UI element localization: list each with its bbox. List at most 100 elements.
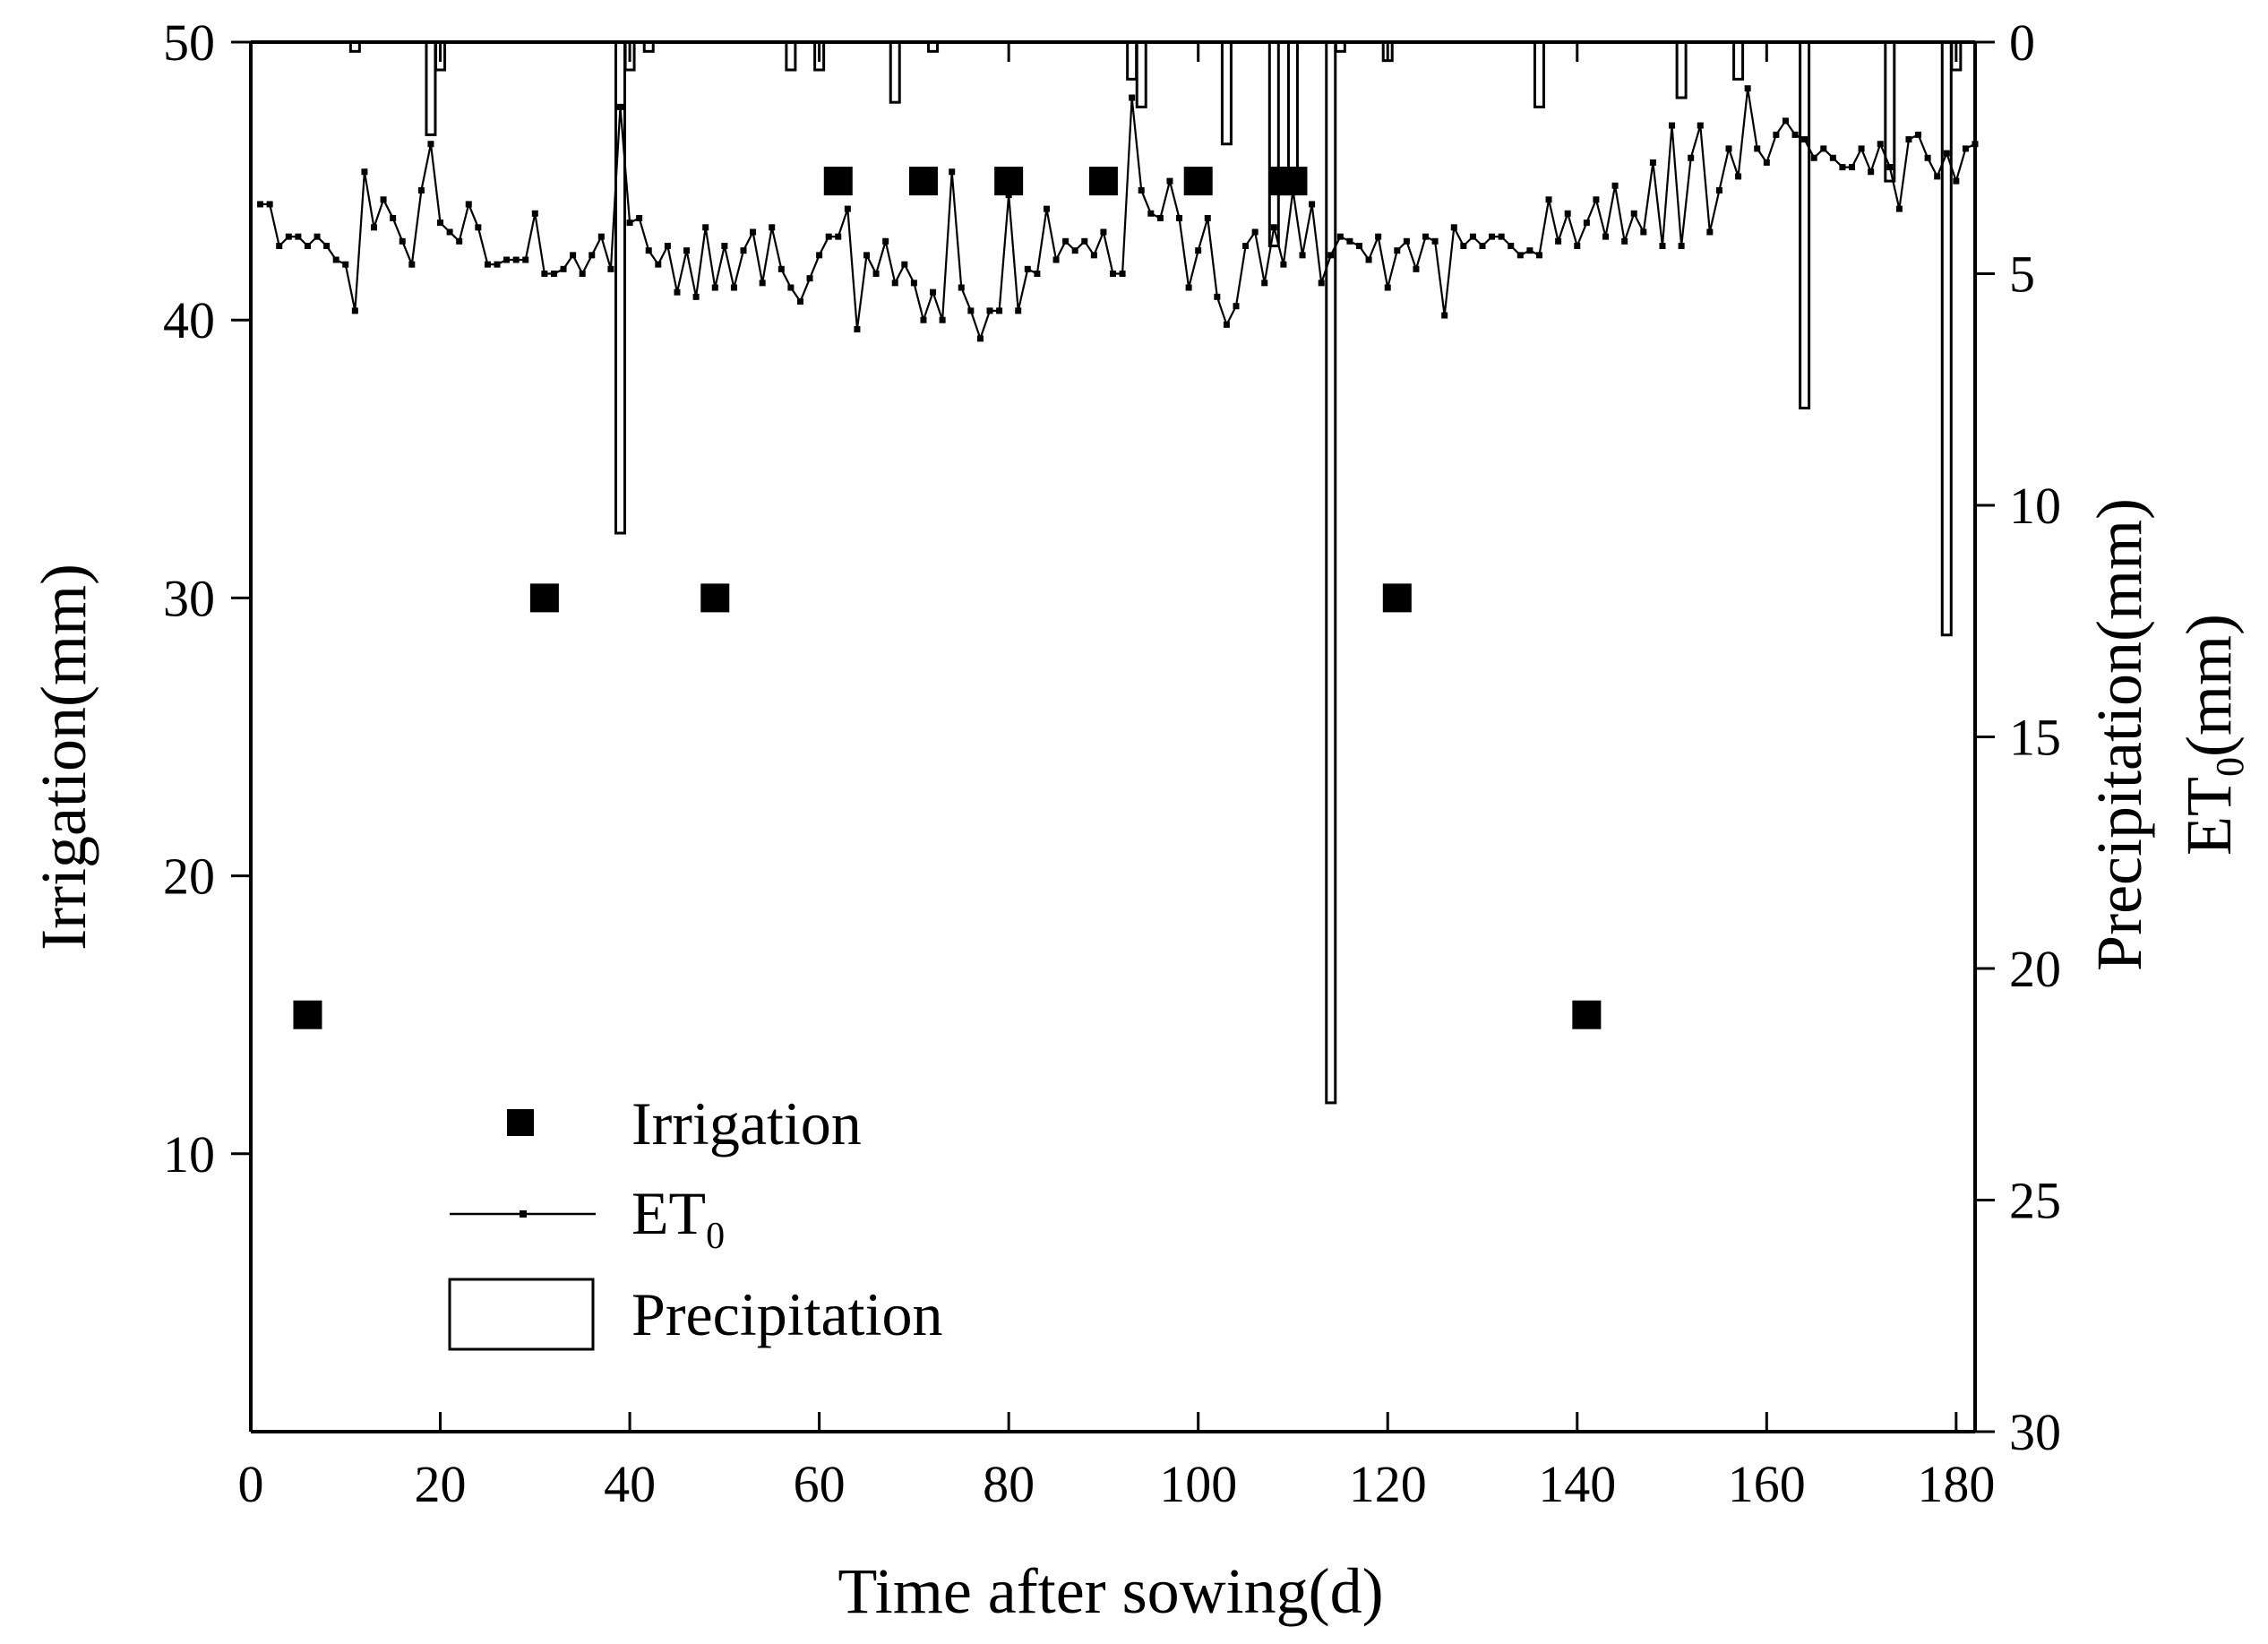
et0-point <box>342 261 349 268</box>
left-tick-label: 50 <box>163 13 215 72</box>
et0-point <box>958 284 965 291</box>
et0-point <box>588 252 596 259</box>
et0-series <box>257 85 1979 342</box>
et0-point <box>1706 228 1714 236</box>
precipitation-bar <box>785 40 797 72</box>
et0-point <box>1725 145 1732 152</box>
et0-point <box>494 261 501 268</box>
et0-point <box>1688 154 1695 161</box>
et0-point <box>1261 280 1268 287</box>
et0-point <box>1489 233 1496 240</box>
et0-point <box>1469 233 1476 240</box>
et0-point <box>1782 117 1789 125</box>
et0-point <box>1090 252 1097 259</box>
et0-point <box>702 224 709 231</box>
et0-point <box>626 219 633 227</box>
et0-point <box>1024 265 1031 272</box>
et0-point <box>872 271 880 277</box>
et0-point <box>295 233 302 240</box>
et0-point <box>1810 154 1817 161</box>
et0-point <box>1630 210 1637 217</box>
et0-point <box>475 224 482 231</box>
et0-point <box>1868 168 1875 176</box>
et0-point <box>740 247 747 254</box>
et0-point <box>1640 228 1647 236</box>
right-tick-label: 30 <box>2009 1403 2061 1461</box>
x-tick-label: 140 <box>1538 1455 1616 1513</box>
et0-point <box>1526 247 1533 254</box>
et0-point <box>996 307 1003 314</box>
irrigation-point <box>1572 1000 1602 1029</box>
irrigation-point <box>293 1000 322 1029</box>
et0-point <box>1460 242 1467 249</box>
irrigation-point <box>1382 583 1412 613</box>
et0-point <box>1555 237 1562 245</box>
et0-point <box>1356 242 1362 249</box>
left-tick-label: 20 <box>163 848 215 906</box>
x-tick-label: 40 <box>604 1455 656 1513</box>
et0-point <box>674 288 681 296</box>
et0-point <box>1611 182 1619 189</box>
et0-point <box>1886 164 1894 171</box>
left-axis-title: Irrigation(mm) <box>28 564 99 951</box>
right-tick-label: 25 <box>2009 1172 2061 1230</box>
et0-point <box>967 307 975 314</box>
et0-point <box>1214 293 1221 300</box>
et0-point <box>1336 233 1344 240</box>
et0-point <box>787 284 795 291</box>
et0-point <box>503 256 511 263</box>
precipitation-bar <box>1325 40 1337 1105</box>
precipitation-bar <box>1126 40 1138 81</box>
et0-point <box>570 252 577 259</box>
et0-point <box>816 252 823 259</box>
et0-point <box>1895 205 1903 212</box>
et0-point <box>550 271 557 277</box>
et0-point <box>1062 237 1070 245</box>
et0-point <box>1251 228 1259 236</box>
et0-point <box>1649 159 1656 166</box>
right-axis-title: Precipitation(mm) <box>2083 498 2155 971</box>
et0-point <box>655 261 662 268</box>
irrigation-point <box>1278 167 1308 196</box>
right-tick-label: 5 <box>2009 245 2035 304</box>
left-tick-label: 40 <box>163 291 215 349</box>
et0-point <box>1943 150 1950 157</box>
et0-point <box>1669 122 1676 129</box>
et0-point <box>607 265 614 272</box>
et0-point <box>750 228 757 236</box>
et0-point <box>380 196 387 203</box>
et0-point <box>1744 85 1751 92</box>
et0-point <box>1858 145 1865 152</box>
et0-point <box>949 168 956 176</box>
et0-point <box>1138 186 1145 194</box>
et0-point <box>1498 233 1505 240</box>
et0-point <box>1327 252 1335 259</box>
et0-point <box>1195 247 1202 254</box>
et0-point <box>1280 261 1287 268</box>
et0-point <box>276 242 283 249</box>
et0-point <box>1394 247 1401 254</box>
et0-point <box>1621 237 1628 245</box>
et0-point <box>541 271 548 277</box>
et0-point <box>1953 177 1960 185</box>
et0-point <box>314 233 321 240</box>
et0-point <box>597 233 605 240</box>
et0-point <box>1602 233 1609 240</box>
precipitation-bar <box>1732 40 1745 81</box>
et0-point <box>1166 177 1173 185</box>
et0-point <box>465 201 472 208</box>
et0-point <box>446 228 453 236</box>
right-tick-label: 0 <box>2009 13 2035 72</box>
irrigation-point <box>994 167 1024 196</box>
precipitation-bar <box>1533 40 1545 108</box>
et0-point <box>1299 252 1306 259</box>
et0-point <box>1593 196 1600 203</box>
et0-point <box>1129 94 1136 101</box>
et0-point <box>1223 321 1230 328</box>
precipitation-bar <box>1675 40 1688 99</box>
et0-point <box>636 214 643 221</box>
et0-point <box>1081 237 1088 245</box>
right-tick-label: 15 <box>2009 709 2061 767</box>
et0-point <box>1365 256 1372 263</box>
et0-point <box>645 247 652 254</box>
